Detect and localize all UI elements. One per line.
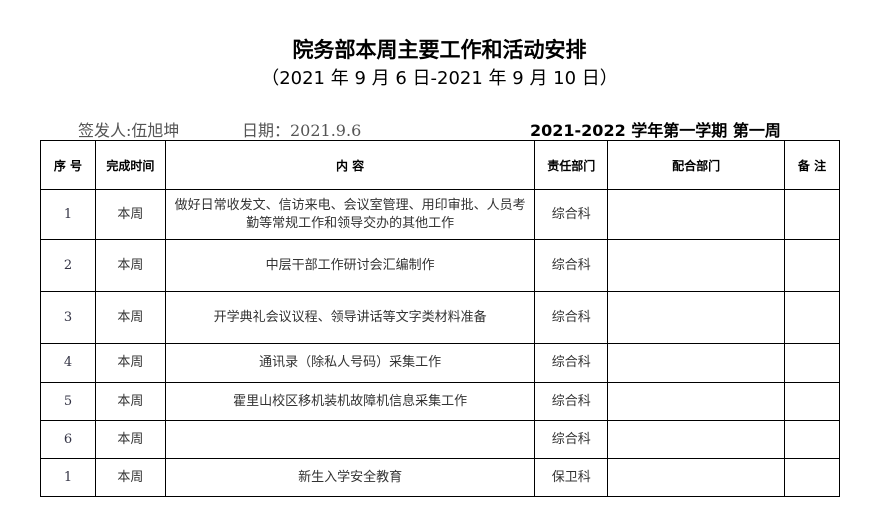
header-coop: 配合部门 — [607, 140, 785, 190]
cell-no: 5 — [40, 382, 96, 421]
cell-coop — [607, 239, 785, 292]
cell-no: 1 — [40, 458, 96, 497]
issue-date: 日期：2021.9.6 — [242, 121, 362, 140]
cell-time: 本周 — [94, 343, 166, 383]
cell-note — [784, 189, 840, 240]
table-header: 序 号 完成时间 内 容 责任部门 配合部门 备 注 — [40, 140, 840, 190]
cell-content: 霍里山校区移机装机故障机信息采集工作 — [164, 382, 536, 421]
cell-content: 做好日常收发文、信访来电、会议室管理、用印审批、人员考勤等常规工作和领导交办的其… — [164, 189, 536, 240]
cell-note — [784, 382, 840, 421]
cell-dept: 保卫科 — [534, 458, 609, 497]
table-row: 4 本周 通讯录（除私人号码）采集工作 综合科 — [40, 343, 840, 383]
cell-no: 4 — [40, 343, 96, 383]
cell-note — [784, 420, 840, 459]
header-time: 完成时间 — [94, 140, 166, 190]
cell-dept: 综合科 — [534, 343, 609, 383]
cell-note — [784, 458, 840, 497]
cell-content — [164, 420, 536, 459]
header-no: 序 号 — [40, 140, 96, 190]
cell-no: 1 — [40, 189, 96, 240]
cell-time: 本周 — [94, 458, 166, 497]
cell-coop — [607, 343, 785, 383]
cell-time: 本周 — [94, 382, 166, 421]
cell-note — [784, 291, 840, 344]
cell-content: 新生入学安全教育 — [164, 458, 536, 497]
cell-note — [784, 343, 840, 383]
cell-no: 2 — [40, 239, 96, 292]
signer: 签发人:伍旭坤 — [78, 121, 180, 140]
cell-no: 3 — [40, 291, 96, 344]
cell-time: 本周 — [94, 239, 166, 292]
cell-coop — [607, 189, 785, 240]
page-title: 院务部本周主要工作和活动安排 — [292, 38, 587, 62]
cell-content: 通讯录（除私人号码）采集工作 — [164, 343, 536, 383]
cell-no: 6 — [40, 420, 96, 459]
table-row: 5 本周 霍里山校区移机装机故障机信息采集工作 综合科 — [40, 382, 840, 421]
cell-dept: 综合科 — [534, 420, 609, 459]
table-row: 2 本周 中层干部工作研讨会汇编制作 综合科 — [40, 239, 840, 292]
cell-coop — [607, 382, 785, 421]
cell-content: 开学典礼会议议程、领导讲话等文字类材料准备 — [164, 291, 536, 344]
header-dept: 责任部门 — [534, 140, 609, 190]
table-row: 1 本周 做好日常收发文、信访来电、会议室管理、用印审批、人员考勤等常规工作和领导交… — [40, 189, 840, 240]
header-content: 内 容 — [164, 140, 536, 190]
cell-time: 本周 — [94, 291, 166, 344]
cell-content: 中层干部工作研讨会汇编制作 — [164, 239, 536, 292]
cell-dept: 综合科 — [534, 189, 609, 240]
date-range: （2021 年 9 月 6 日-2021 年 9 月 10 日） — [261, 68, 618, 89]
table-row: 3 本周 开学典礼会议议程、领导讲话等文字类材料准备 综合科 — [40, 291, 840, 344]
cell-time: 本周 — [94, 420, 166, 459]
header-note: 备 注 — [784, 140, 840, 190]
schedule-table: 序 号 完成时间 内 容 责任部门 配合部门 备 注 1 本周 做好日常收发文、信访… — [40, 140, 840, 497]
cell-note — [784, 239, 840, 292]
table-row: 1 本周 新生入学安全教育 保卫科 — [40, 458, 840, 497]
term-label: 2021-2022 学年第一学期 第一周 — [530, 121, 781, 140]
cell-coop — [607, 458, 785, 497]
cell-time: 本周 — [94, 189, 166, 240]
cell-dept: 综合科 — [534, 382, 609, 421]
cell-coop — [607, 291, 785, 344]
table-row: 6 本周 综合科 — [40, 420, 840, 459]
cell-coop — [607, 420, 785, 459]
cell-dept: 综合科 — [534, 291, 609, 344]
cell-dept: 综合科 — [534, 239, 609, 292]
